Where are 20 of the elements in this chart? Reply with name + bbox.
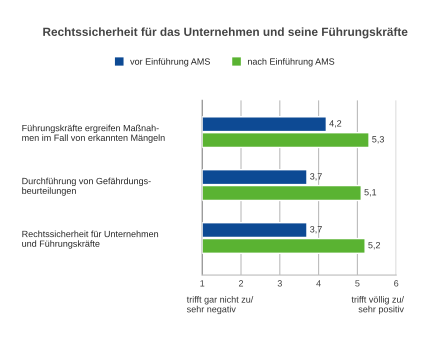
- x-tick-label: 1: [200, 280, 204, 286]
- y-tick-label: Führungskräfte ergreifen Maßnah- men im Fall von erkannten Mängeln: [22, 124, 165, 143]
- y-tick-label: Rechtssicherheit für Unternehmen und Führungskräfte: [22, 230, 158, 249]
- legend-label: nach Einführung AMS: [248, 58, 334, 67]
- x-tick-label: 4: [316, 280, 321, 286]
- x-tick-label: 6: [394, 280, 398, 287]
- x-tick-label: 3: [278, 280, 282, 287]
- data-label: 4,2: [329, 120, 342, 128]
- text: trifft gar nicht zu/ sehr negativ: [186, 296, 254, 314]
- chart-title: Rechtssicherheit für das Unternehmen und seine Führungskräfte: [43, 27, 408, 38]
- data-label: 3,7: [310, 173, 322, 181]
- data-label: 3,7: [310, 226, 322, 234]
- legend-label: vor Einführung AMS: [130, 58, 210, 67]
- y-tick-label: Durchführung von Gefährdungs- beurteilungen: [22, 178, 151, 196]
- x-tick-label: 2: [238, 280, 244, 286]
- data-label: 5,2: [368, 242, 380, 250]
- data-label: 5,3: [372, 136, 384, 144]
- text: trifft völlig zu/ sehr positiv: [352, 296, 404, 314]
- data-label: 5,1: [364, 189, 376, 196]
- x-tick-label: 5: [355, 280, 360, 287]
